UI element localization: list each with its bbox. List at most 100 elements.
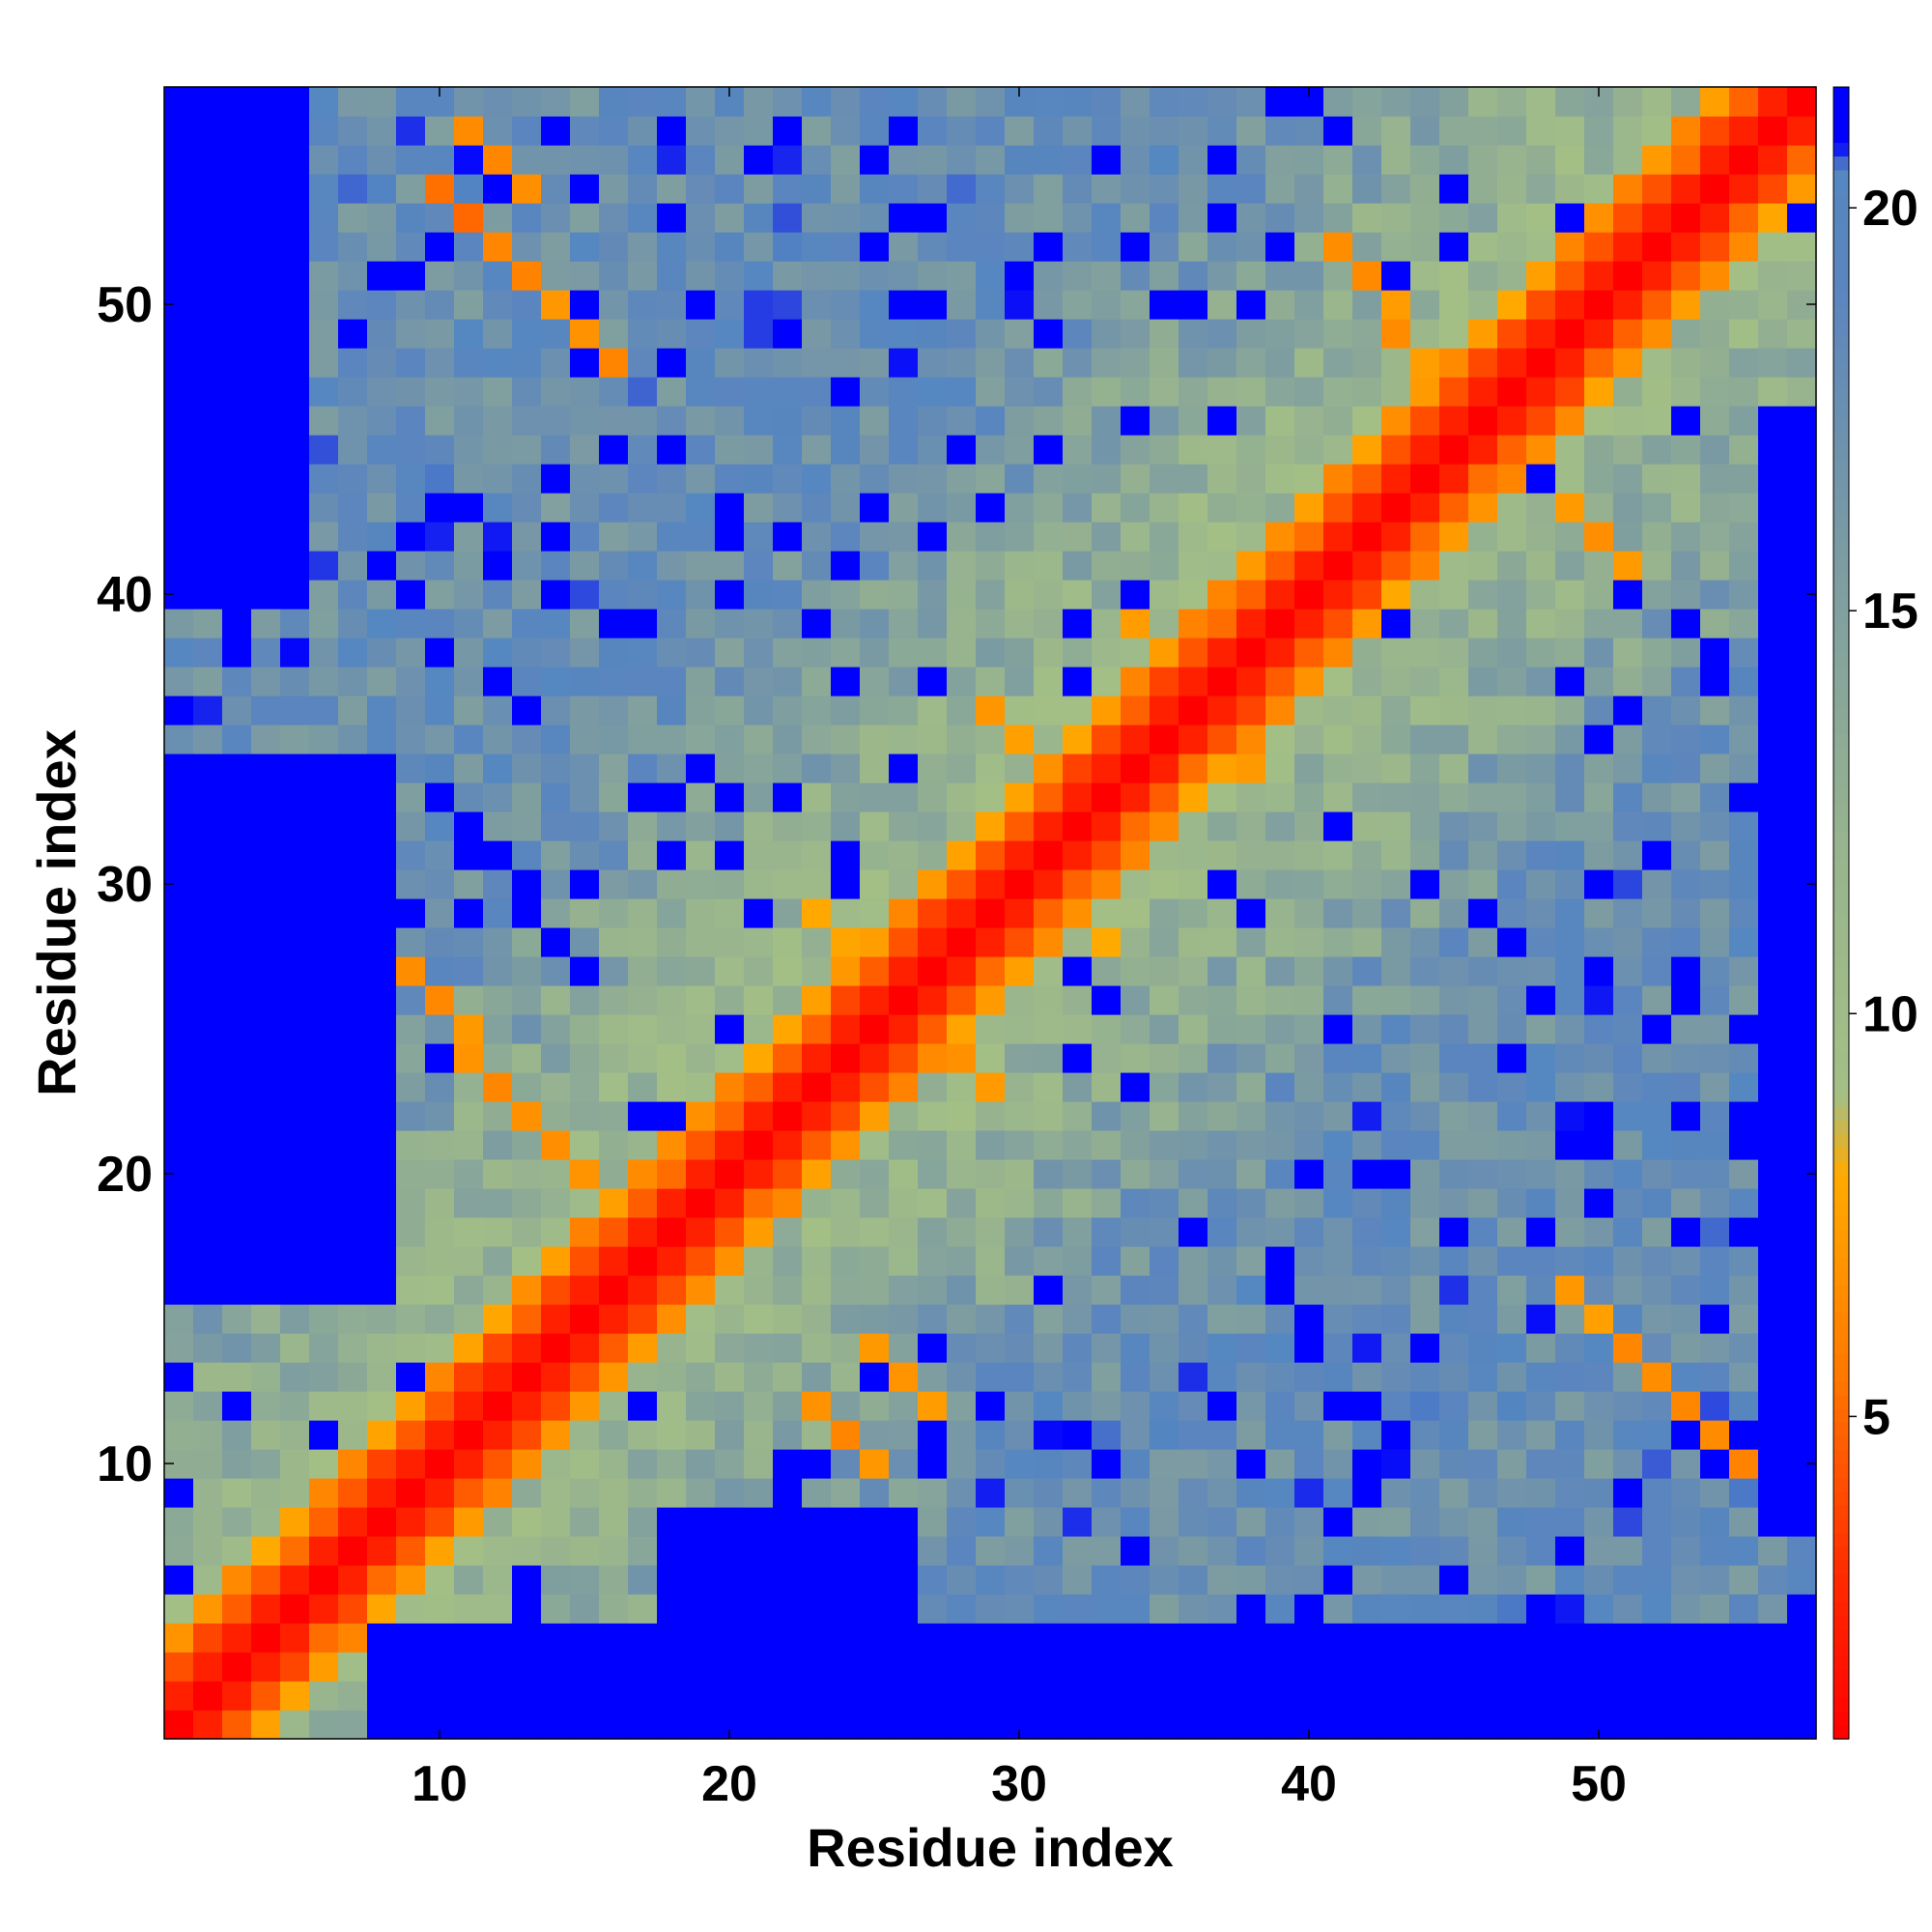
heatmap-cell [744, 1478, 774, 1508]
heatmap-cell [1092, 1362, 1122, 1392]
heatmap-cell [1092, 1594, 1122, 1624]
heatmap-cell [1208, 638, 1237, 668]
heatmap-cell [570, 522, 600, 552]
heatmap-cell [686, 435, 716, 465]
heatmap-cell [396, 464, 426, 494]
heatmap-cell [1208, 87, 1237, 117]
heatmap-cell [802, 667, 832, 696]
heatmap-cell [570, 319, 600, 349]
heatmap-cell [1323, 840, 1353, 870]
heatmap-cell [773, 145, 803, 175]
heatmap-cell [309, 1246, 339, 1276]
heatmap-cell [1179, 551, 1208, 581]
heatmap-cell [193, 811, 223, 841]
heatmap-cell [1236, 116, 1266, 146]
colorbar-segment [1833, 1023, 1849, 1038]
heatmap-cell [1555, 1507, 1585, 1537]
heatmap-cell [1613, 1246, 1643, 1276]
heatmap-cell [1642, 1478, 1672, 1508]
heatmap-cell [1236, 551, 1266, 581]
heatmap-cell [222, 667, 252, 696]
heatmap-cell [367, 1391, 397, 1421]
heatmap-cell [280, 1449, 310, 1479]
heatmap-cell [1294, 290, 1324, 320]
heatmap-cell [1381, 811, 1411, 841]
heatmap-cell [802, 1043, 832, 1073]
heatmap-cell [1034, 290, 1064, 320]
colorbar-segment [1833, 142, 1849, 157]
heatmap-cell [396, 493, 426, 523]
heatmap-cell [715, 1072, 745, 1102]
heatmap-cell [1352, 782, 1382, 812]
heatmap-cell [1092, 1043, 1122, 1073]
heatmap-cell [251, 261, 281, 291]
heatmap-cell [1555, 145, 1585, 175]
heatmap-cell [1468, 145, 1498, 175]
heatmap-cell [1787, 406, 1817, 436]
heatmap-cell [686, 1623, 716, 1653]
x-axis-label: Residue index [807, 1817, 1174, 1878]
heatmap-cell [1121, 1072, 1151, 1102]
heatmap-cell [541, 145, 571, 175]
heatmap-cell [338, 464, 368, 494]
heatmap-cell [280, 1681, 310, 1711]
heatmap-cell [1584, 898, 1614, 928]
heatmap-cell [512, 1130, 542, 1160]
heatmap-cell [512, 261, 542, 291]
heatmap-cell [193, 956, 223, 986]
heatmap-cell [947, 116, 977, 146]
heatmap-cell [1497, 580, 1527, 610]
heatmap-cell [1526, 927, 1556, 957]
heatmap-cell [1439, 580, 1469, 610]
heatmap-cell [1121, 1014, 1151, 1044]
heatmap-cell [1729, 956, 1759, 986]
heatmap-cell [1265, 1710, 1295, 1740]
heatmap-cell [1005, 1101, 1035, 1131]
heatmap-cell [1005, 1478, 1035, 1508]
heatmap-cell [1236, 1536, 1266, 1566]
heatmap-cell [1034, 638, 1064, 668]
heatmap-cell [1700, 116, 1730, 146]
heatmap-cell [1526, 1159, 1556, 1189]
heatmap-cell [1497, 464, 1527, 494]
heatmap-cell [512, 753, 542, 783]
heatmap-cell [1410, 1333, 1440, 1363]
heatmap-cell [773, 319, 803, 349]
heatmap-cell [628, 753, 658, 783]
heatmap-cell [1439, 1449, 1469, 1479]
heatmap-cell [280, 232, 310, 262]
heatmap-cell [1150, 1536, 1179, 1566]
heatmap-cell [1787, 1681, 1817, 1711]
heatmap-cell [1613, 493, 1643, 523]
heatmap-cell [773, 927, 803, 957]
heatmap-cell [1642, 377, 1672, 407]
heatmap-cell [744, 522, 774, 552]
heatmap-cell [889, 1565, 919, 1595]
heatmap-cell [1468, 811, 1498, 841]
heatmap-cell [1005, 1420, 1035, 1450]
heatmap-cell [1179, 348, 1208, 378]
heatmap-cell [860, 1420, 890, 1450]
heatmap-cell [628, 522, 658, 552]
heatmap-cell [947, 811, 977, 841]
heatmap-cell [1439, 1014, 1469, 1044]
heatmap-cell [1352, 435, 1382, 465]
heatmap-cell [1294, 580, 1324, 610]
colorbar-segment [1833, 1078, 1849, 1094]
heatmap-cell [1150, 87, 1179, 117]
heatmap-cell [1439, 811, 1469, 841]
heatmap-cell [1208, 406, 1237, 436]
heatmap-cell [860, 782, 890, 812]
heatmap-cell [1294, 753, 1324, 783]
heatmap-cell [1265, 1652, 1295, 1682]
colorbar-segment [1833, 913, 1849, 928]
heatmap-cell [1294, 551, 1324, 581]
heatmap-cell [222, 638, 252, 668]
heatmap-cell [1787, 1188, 1817, 1218]
heatmap-cell [1063, 1536, 1093, 1566]
heatmap-cell [599, 1710, 629, 1740]
heatmap-cell [512, 667, 542, 696]
heatmap-cell [947, 1507, 977, 1537]
heatmap-cell [1729, 667, 1759, 696]
heatmap-cell [1352, 1652, 1382, 1682]
